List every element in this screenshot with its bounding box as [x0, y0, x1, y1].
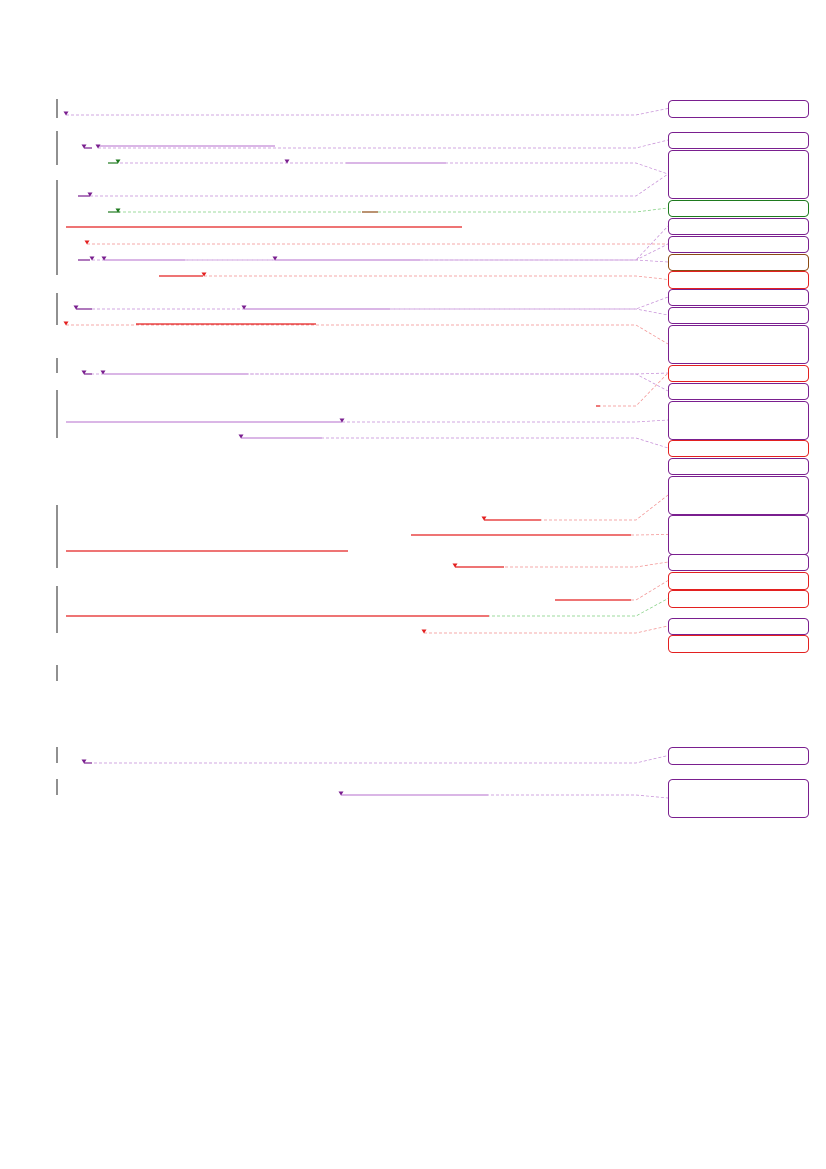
comment-balloon — [668, 515, 809, 555]
insert-caret-icon — [63, 111, 69, 116]
comment-balloon — [668, 218, 809, 235]
insert-caret-icon — [95, 144, 101, 149]
comment-balloon — [668, 635, 809, 653]
leader-line — [424, 625, 669, 634]
comment-balloon — [668, 779, 809, 818]
comment-balloon — [668, 365, 809, 382]
leader-line — [92, 296, 669, 310]
leader-line — [241, 437, 669, 449]
leader-line — [118, 207, 669, 213]
leader-line — [92, 225, 669, 261]
leader-line — [66, 324, 669, 345]
comment-balloon — [668, 150, 809, 199]
insert-caret-icon — [81, 759, 87, 764]
leader-line — [84, 755, 669, 764]
insert-caret-icon — [100, 370, 106, 375]
comment-balloon — [668, 200, 809, 217]
insert-caret-icon — [87, 192, 93, 197]
leader-line — [598, 372, 669, 407]
comment-balloon — [668, 458, 809, 475]
insert-caret-icon — [238, 434, 244, 439]
comment-balloon — [668, 132, 809, 149]
insert-caret-icon — [73, 305, 79, 310]
leader-line — [484, 494, 669, 521]
comment-balloon — [668, 271, 809, 289]
insert-caret-icon — [81, 144, 87, 149]
comment-balloon — [668, 440, 809, 457]
leader-line — [244, 308, 669, 316]
insert-caret-icon — [272, 256, 278, 261]
comment-balloon — [668, 476, 809, 515]
comment-balloon — [668, 747, 809, 765]
leader-line — [105, 243, 669, 261]
insert-caret-icon — [115, 208, 121, 213]
leader-line — [204, 275, 669, 280]
insert-caret-icon — [421, 629, 427, 634]
leader-line — [105, 373, 669, 392]
leader-line — [341, 794, 669, 799]
comment-balloon — [668, 590, 809, 608]
insert-caret-icon — [115, 159, 121, 164]
insert-caret-icon — [84, 240, 90, 245]
insert-caret-icon — [284, 159, 290, 164]
comment-balloon — [668, 254, 809, 271]
comment-balloon — [668, 100, 809, 118]
insert-caret-icon — [63, 321, 69, 326]
insert-caret-icon — [339, 418, 345, 423]
leader-line — [455, 561, 669, 568]
comment-balloon — [668, 401, 809, 440]
comment-balloon — [668, 572, 809, 590]
leader-line — [120, 162, 669, 175]
insert-caret-icon — [81, 370, 87, 375]
insert-caret-icon — [338, 791, 344, 796]
comment-balloon — [668, 554, 809, 571]
comment-balloon — [668, 289, 809, 306]
insert-caret-icon — [201, 272, 207, 277]
leader-line — [98, 139, 669, 149]
insert-caret-icon — [481, 516, 487, 521]
insert-caret-icon — [101, 256, 107, 261]
insert-caret-icon — [241, 305, 247, 310]
insert-caret-icon — [452, 563, 458, 568]
leader-line — [66, 108, 669, 116]
leader-line — [342, 419, 669, 423]
insert-caret-icon — [89, 256, 95, 261]
comment-balloon — [668, 618, 809, 635]
leader-line — [487, 598, 669, 617]
comment-balloon — [668, 325, 809, 364]
comment-balloon — [668, 383, 809, 400]
comment-balloon — [668, 307, 809, 324]
comment-balloon — [668, 236, 809, 253]
leader-line — [631, 580, 669, 601]
leader-line — [90, 173, 669, 197]
leader-line — [631, 534, 669, 536]
